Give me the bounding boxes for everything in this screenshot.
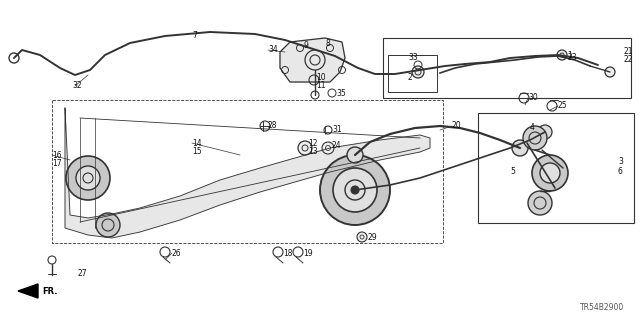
Circle shape: [540, 163, 560, 183]
Text: 18: 18: [283, 249, 292, 257]
Text: 7: 7: [192, 31, 197, 40]
Circle shape: [538, 125, 552, 139]
Text: 21: 21: [624, 48, 634, 56]
Text: 30: 30: [528, 93, 538, 102]
Text: 9: 9: [304, 41, 309, 50]
Text: 2: 2: [408, 73, 413, 83]
Circle shape: [528, 191, 552, 215]
Circle shape: [357, 232, 367, 242]
Text: 14: 14: [192, 138, 202, 147]
Circle shape: [347, 147, 363, 163]
Circle shape: [523, 126, 547, 150]
Text: 32: 32: [72, 81, 82, 91]
Circle shape: [76, 166, 100, 190]
Circle shape: [532, 155, 568, 191]
Text: 33: 33: [408, 54, 418, 63]
Text: 13: 13: [308, 146, 317, 155]
Bar: [383, 38, 631, 98]
Text: TR54B2900: TR54B2900: [580, 303, 624, 313]
Circle shape: [605, 67, 615, 77]
Text: 35: 35: [336, 88, 346, 98]
Circle shape: [512, 140, 528, 156]
Circle shape: [557, 50, 567, 60]
Text: 25: 25: [558, 101, 568, 110]
Text: 6: 6: [618, 167, 623, 176]
Text: FR.: FR.: [42, 286, 58, 295]
Circle shape: [351, 186, 359, 194]
Text: 22: 22: [624, 56, 634, 64]
Text: 17: 17: [52, 159, 61, 167]
Text: 3: 3: [618, 158, 623, 167]
Text: 4: 4: [530, 123, 535, 132]
Bar: [478, 113, 634, 223]
Text: 29: 29: [368, 234, 378, 242]
Text: 26: 26: [172, 249, 182, 257]
Text: 27: 27: [78, 269, 88, 278]
Circle shape: [298, 141, 312, 155]
Polygon shape: [280, 38, 345, 82]
Text: 10: 10: [316, 73, 326, 83]
Text: 5: 5: [510, 167, 515, 176]
Circle shape: [322, 142, 334, 154]
Circle shape: [66, 156, 110, 200]
Bar: [388, 55, 437, 92]
Polygon shape: [18, 284, 38, 298]
Text: 19: 19: [303, 249, 312, 257]
Text: 28: 28: [268, 122, 278, 130]
Text: 34: 34: [268, 46, 278, 55]
Text: 11: 11: [316, 81, 326, 91]
Text: 31: 31: [332, 125, 342, 135]
Polygon shape: [65, 108, 430, 238]
Text: 24: 24: [332, 142, 342, 151]
Circle shape: [333, 168, 377, 212]
Text: 8: 8: [326, 39, 331, 48]
Text: 23: 23: [568, 54, 578, 63]
Text: 20: 20: [452, 122, 461, 130]
Text: 15: 15: [192, 146, 202, 155]
Circle shape: [412, 66, 424, 78]
Circle shape: [96, 213, 120, 237]
Text: 1: 1: [567, 50, 572, 60]
Circle shape: [320, 155, 390, 225]
Text: 12: 12: [308, 138, 317, 147]
Text: 16: 16: [52, 151, 61, 160]
